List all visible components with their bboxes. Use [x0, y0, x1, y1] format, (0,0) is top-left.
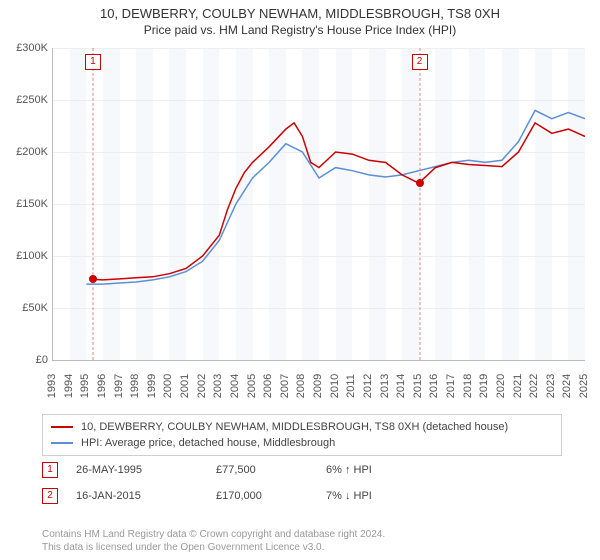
sale-marker-box: 2 [412, 54, 428, 70]
x-tick-label: 2011 [345, 374, 357, 398]
license-line-1: Contains HM Land Registry data © Crown c… [42, 528, 385, 541]
chart: £0£50K£100K£150K£200K£250K£300K 12 19931… [8, 44, 592, 404]
y-tick-label: £100K [8, 250, 48, 262]
x-tick-label: 2002 [196, 374, 208, 398]
line-series-svg [53, 48, 585, 360]
x-tick-label: 2008 [295, 374, 307, 398]
x-tick-label: 2018 [462, 374, 474, 398]
x-tick-label: 2024 [561, 374, 573, 398]
transaction-marker-2-icon: 2 [42, 488, 58, 504]
x-tick-label: 2021 [512, 374, 524, 398]
x-tick-label: 2023 [545, 374, 557, 398]
x-tick-label: 1998 [129, 374, 141, 398]
x-tick-label: 2016 [428, 374, 440, 398]
x-tick-label: 1997 [113, 374, 125, 398]
x-tick-label: 1994 [63, 374, 75, 398]
line-property [93, 123, 585, 280]
sale-vline [419, 48, 420, 360]
y-tick-label: £200K [8, 146, 48, 158]
x-tick-label: 2022 [528, 374, 540, 398]
y-tick-label: £300K [8, 42, 48, 54]
transaction-marker-1-icon: 1 [42, 462, 58, 478]
title-main: 10, DEWBERRY, COULBY NEWHAM, MIDDLESBROU… [0, 6, 600, 21]
x-tick-label: 2014 [395, 374, 407, 398]
transaction-1-diff: 6% ↑ HPI [326, 464, 436, 476]
x-tick-label: 2001 [179, 374, 191, 398]
x-tick-label: 2012 [362, 374, 374, 398]
license-text: Contains HM Land Registry data © Crown c… [42, 528, 385, 554]
titles: 10, DEWBERRY, COULBY NEWHAM, MIDDLESBROU… [0, 0, 600, 37]
chart-container: 10, DEWBERRY, COULBY NEWHAM, MIDDLESBROU… [0, 0, 600, 560]
transaction-row-1: 1 26-MAY-1995 £77,500 6% ↑ HPI [42, 462, 562, 478]
x-tick-label: 2025 [578, 374, 590, 398]
x-tick-label: 2019 [478, 374, 490, 398]
x-tick-label: 2006 [262, 374, 274, 398]
sale-dot [416, 179, 424, 187]
license-line-2: This data is licensed under the Open Gov… [42, 541, 385, 554]
transaction-1-date: 26-MAY-1995 [76, 464, 216, 476]
legend-swatch-hpi [51, 442, 73, 444]
title-sub: Price paid vs. HM Land Registry's House … [0, 23, 600, 37]
x-tick-label: 1993 [46, 374, 58, 398]
plot-area: 12 [52, 48, 585, 361]
sale-marker-box: 1 [85, 54, 101, 70]
x-tick-label: 1999 [146, 374, 158, 398]
legend-label-property: 10, DEWBERRY, COULBY NEWHAM, MIDDLESBROU… [81, 419, 508, 435]
y-tick-label: £250K [8, 94, 48, 106]
y-tick-label: £150K [8, 198, 48, 210]
x-tick-label: 2013 [379, 374, 391, 398]
x-tick-label: 2017 [445, 374, 457, 398]
x-tick-label: 2010 [329, 374, 341, 398]
x-tick-label: 2007 [279, 374, 291, 398]
x-tick-label: 2020 [495, 374, 507, 398]
sale-dot [89, 275, 97, 283]
legend-box: 10, DEWBERRY, COULBY NEWHAM, MIDDLESBROU… [42, 414, 562, 456]
line-hpi [86, 110, 585, 284]
x-tick-label: 2003 [212, 374, 224, 398]
x-tick-label: 1995 [79, 374, 91, 398]
x-tick-label: 2005 [246, 374, 258, 398]
legend-label-hpi: HPI: Average price, detached house, Midd… [81, 435, 335, 451]
x-tick-label: 2009 [312, 374, 324, 398]
y-tick-label: £0 [8, 354, 48, 366]
x-tick-label: 2000 [162, 374, 174, 398]
transaction-2-date: 16-JAN-2015 [76, 490, 216, 502]
legend-swatch-property [51, 426, 73, 428]
transaction-2-diff: 7% ↓ HPI [326, 490, 436, 502]
transaction-1-price: £77,500 [216, 464, 326, 476]
sale-vline [92, 48, 93, 360]
x-tick-label: 1996 [96, 374, 108, 398]
x-tick-label: 2004 [229, 374, 241, 398]
transaction-2-price: £170,000 [216, 490, 326, 502]
x-tick-label: 2015 [412, 374, 424, 398]
legend-row-hpi: HPI: Average price, detached house, Midd… [51, 435, 553, 451]
y-tick-label: £50K [8, 302, 48, 314]
legend-row-property: 10, DEWBERRY, COULBY NEWHAM, MIDDLESBROU… [51, 419, 553, 435]
transaction-row-2: 2 16-JAN-2015 £170,000 7% ↓ HPI [42, 488, 562, 504]
